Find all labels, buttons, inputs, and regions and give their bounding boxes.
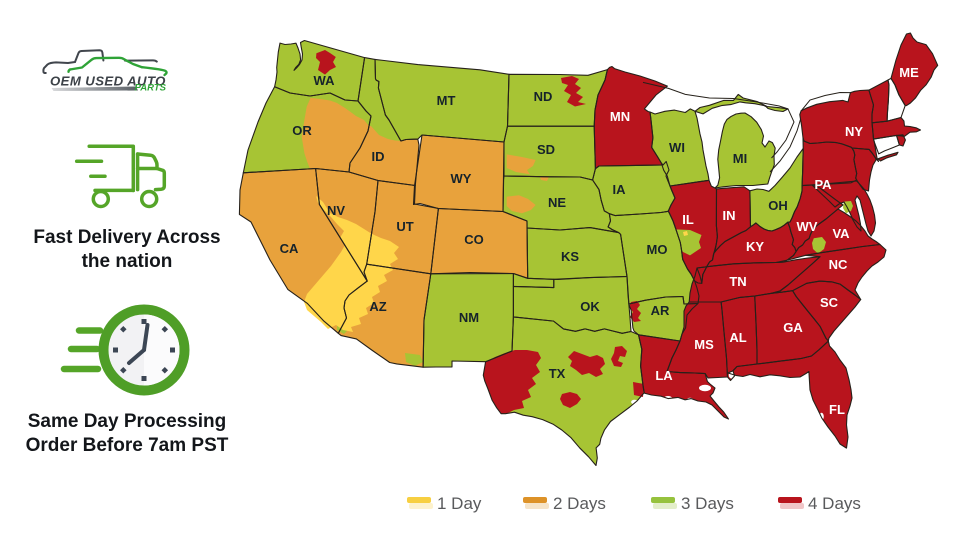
svg-text:WV: WV bbox=[797, 219, 818, 234]
svg-text:LA: LA bbox=[655, 368, 673, 383]
svg-text:MI: MI bbox=[733, 151, 747, 166]
svg-text:NV: NV bbox=[327, 203, 345, 218]
svg-text:TN: TN bbox=[729, 274, 746, 289]
svg-text:OH: OH bbox=[768, 198, 788, 213]
svg-text:NC: NC bbox=[829, 257, 848, 272]
svg-text:ID: ID bbox=[372, 149, 385, 164]
svg-text:CA: CA bbox=[280, 241, 299, 256]
svg-text:CO: CO bbox=[464, 232, 484, 247]
svg-text:IN: IN bbox=[723, 208, 736, 223]
svg-text:AZ: AZ bbox=[369, 299, 386, 314]
svg-text:MN: MN bbox=[610, 109, 630, 124]
svg-text:WY: WY bbox=[451, 171, 472, 186]
svg-text:OEM USED AUTO: OEM USED AUTO bbox=[50, 74, 166, 89]
svg-text:VA: VA bbox=[832, 226, 850, 241]
svg-text:PA: PA bbox=[814, 177, 832, 192]
svg-text:MS: MS bbox=[694, 337, 714, 352]
svg-text:ND: ND bbox=[534, 89, 553, 104]
svg-text:AR: AR bbox=[651, 303, 670, 318]
svg-text:NE: NE bbox=[548, 195, 566, 210]
svg-text:IL: IL bbox=[682, 212, 694, 227]
svg-text:OK: OK bbox=[580, 299, 600, 314]
svg-text:WA: WA bbox=[314, 73, 336, 88]
svg-text:AL: AL bbox=[729, 330, 746, 345]
svg-text:PARTS: PARTS bbox=[135, 83, 167, 94]
svg-text:ME: ME bbox=[899, 65, 919, 80]
svg-text:GA: GA bbox=[783, 320, 803, 335]
svg-text:UT: UT bbox=[396, 219, 413, 234]
svg-text:WI: WI bbox=[669, 140, 685, 155]
svg-text:NY: NY bbox=[845, 124, 863, 139]
svg-text:FL: FL bbox=[829, 402, 845, 417]
svg-text:TX: TX bbox=[549, 366, 566, 381]
svg-text:MT: MT bbox=[437, 93, 456, 108]
svg-text:KS: KS bbox=[561, 249, 579, 264]
svg-text:IA: IA bbox=[613, 182, 627, 197]
svg-text:SD: SD bbox=[537, 142, 555, 157]
svg-text:MO: MO bbox=[647, 242, 668, 257]
svg-text:KY: KY bbox=[746, 239, 764, 254]
svg-text:SC: SC bbox=[820, 295, 839, 310]
svg-text:NM: NM bbox=[459, 310, 479, 325]
svg-text:OR: OR bbox=[292, 123, 312, 138]
